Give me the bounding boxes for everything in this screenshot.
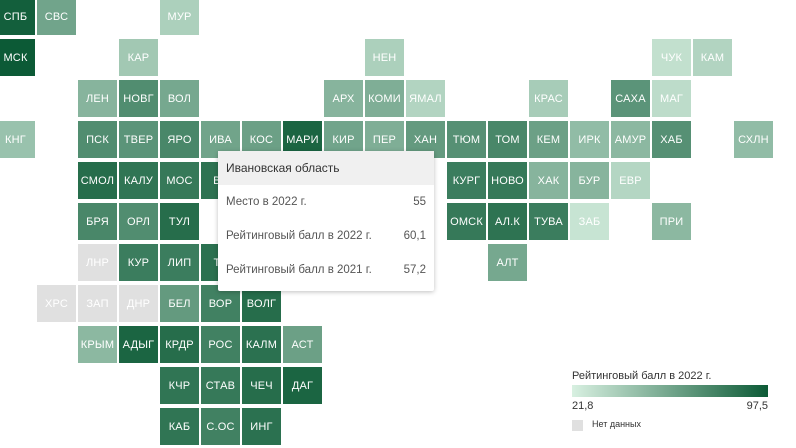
tooltip-row-score-2022: Рейтинговый балл в 2022 г. 60,1: [218, 219, 434, 253]
region-tile[interactable]: ДНР: [119, 285, 158, 322]
region-tile[interactable]: АДЫГ: [119, 326, 158, 363]
region-tile[interactable]: КРДР: [160, 326, 199, 363]
region-tile[interactable]: ЗАБ: [570, 203, 609, 240]
tooltip-row-label: Рейтинговый балл в 2021 г.: [226, 264, 372, 276]
tooltip-row-label: Место в 2022 г.: [226, 196, 307, 208]
no-data-swatch: [572, 420, 583, 431]
region-tile[interactable]: ИРК: [570, 121, 609, 158]
region-tile[interactable]: КАЛУ: [119, 162, 158, 199]
region-tile[interactable]: НОВО: [488, 162, 527, 199]
region-tile[interactable]: АСТ: [283, 326, 322, 363]
region-tile[interactable]: АЛ.К: [488, 203, 527, 240]
region-tile[interactable]: КЧР: [160, 367, 199, 404]
region-tile[interactable]: БУР: [570, 162, 609, 199]
color-legend: Рейтинговый балл в 2022 г. 21,8 97,5 Нет…: [570, 370, 770, 436]
region-tile[interactable]: СПБ: [0, 0, 35, 35]
region-tile[interactable]: ПСК: [78, 121, 117, 158]
region-tile[interactable]: СТАВ: [201, 367, 240, 404]
legend-max-label: 97,5: [746, 400, 768, 412]
region-tile[interactable]: КАЛМ: [242, 326, 281, 363]
region-tile[interactable]: ВОЛ: [160, 80, 199, 117]
region-tile[interactable]: ЛНР: [78, 244, 117, 281]
region-tile[interactable]: МСК: [0, 39, 35, 76]
region-tooltip: Ивановская область Место в 2022 г. 55 Ре…: [218, 151, 434, 291]
region-tile[interactable]: ТУВА: [529, 203, 568, 240]
region-tile[interactable]: РОС: [201, 326, 240, 363]
legend-gradient-bar: [572, 385, 768, 397]
region-tile[interactable]: ЛЕН: [78, 80, 117, 117]
region-tile[interactable]: ВОЛГ: [242, 285, 281, 322]
region-tile[interactable]: КАМ: [693, 39, 732, 76]
region-tile[interactable]: КНГ: [0, 121, 35, 158]
region-tile[interactable]: КРЫМ: [78, 326, 117, 363]
region-tile[interactable]: САХА: [611, 80, 650, 117]
region-tile[interactable]: ЕВР: [611, 162, 650, 199]
region-tile[interactable]: БЕЛ: [160, 285, 199, 322]
region-tile[interactable]: ЧЕЧ: [242, 367, 281, 404]
region-tile[interactable]: КРАС: [529, 80, 568, 117]
region-tile[interactable]: ТВЕР: [119, 121, 158, 158]
region-tile[interactable]: ТУЛ: [160, 203, 199, 240]
region-tile[interactable]: ЛИП: [160, 244, 199, 281]
region-tile[interactable]: АЛТ: [488, 244, 527, 281]
region-tile[interactable]: ПРИ: [652, 203, 691, 240]
region-tile[interactable]: ХРС: [37, 285, 76, 322]
tooltip-row-rank: Место в 2022 г. 55: [218, 185, 434, 219]
region-tile[interactable]: ОРЛ: [119, 203, 158, 240]
region-tile[interactable]: СХЛН: [734, 121, 773, 158]
region-tile[interactable]: ДАГ: [283, 367, 322, 404]
tooltip-row-value: 55: [413, 196, 426, 208]
region-tile[interactable]: МАГ: [652, 80, 691, 117]
region-tile[interactable]: НЕН: [365, 39, 404, 76]
legend-min-label: 21,8: [572, 400, 594, 412]
region-tile[interactable]: СВС: [37, 0, 76, 35]
region-tile[interactable]: ХАК: [529, 162, 568, 199]
region-tile[interactable]: ТОМ: [488, 121, 527, 158]
region-tile[interactable]: АРХ: [324, 80, 363, 117]
region-tile[interactable]: АМУР: [611, 121, 650, 158]
region-tile[interactable]: КАБ: [160, 408, 199, 445]
region-tile[interactable]: КУРГ: [447, 162, 486, 199]
tooltip-row-value: 57,2: [403, 264, 426, 276]
region-tile[interactable]: СМОЛ: [78, 162, 117, 199]
region-tile[interactable]: КАР: [119, 39, 158, 76]
region-tile[interactable]: ТЮМ: [447, 121, 486, 158]
tooltip-title: Ивановская область: [218, 151, 434, 185]
region-tile[interactable]: КЕМ: [529, 121, 568, 158]
region-tile[interactable]: КОМИ: [365, 80, 404, 117]
region-tile[interactable]: НОВГ: [119, 80, 158, 117]
region-tile[interactable]: ХАБ: [652, 121, 691, 158]
region-tile[interactable]: ОМСК: [447, 203, 486, 240]
region-tile[interactable]: ЗАП: [78, 285, 117, 322]
tooltip-row-value: 60,1: [403, 230, 426, 242]
region-tile[interactable]: МОС: [160, 162, 199, 199]
tooltip-row-score-2021: Рейтинговый балл в 2021 г. 57,2: [218, 253, 434, 287]
region-tile[interactable]: ЯРО: [160, 121, 199, 158]
region-tile[interactable]: ЯМАЛ: [406, 80, 445, 117]
legend-title: Рейтинговый балл в 2022 г.: [572, 370, 712, 382]
region-tile[interactable]: ВОР: [201, 285, 240, 322]
region-tile[interactable]: БРЯ: [78, 203, 117, 240]
region-tile[interactable]: КУР: [119, 244, 158, 281]
region-tile[interactable]: ИНГ: [242, 408, 281, 445]
no-data-label: Нет данных: [592, 419, 641, 429]
region-tile[interactable]: С.ОС: [201, 408, 240, 445]
region-tile[interactable]: ЧУК: [652, 39, 691, 76]
region-tile[interactable]: МУР: [160, 0, 199, 35]
tooltip-row-label: Рейтинговый балл в 2022 г.: [226, 230, 372, 242]
